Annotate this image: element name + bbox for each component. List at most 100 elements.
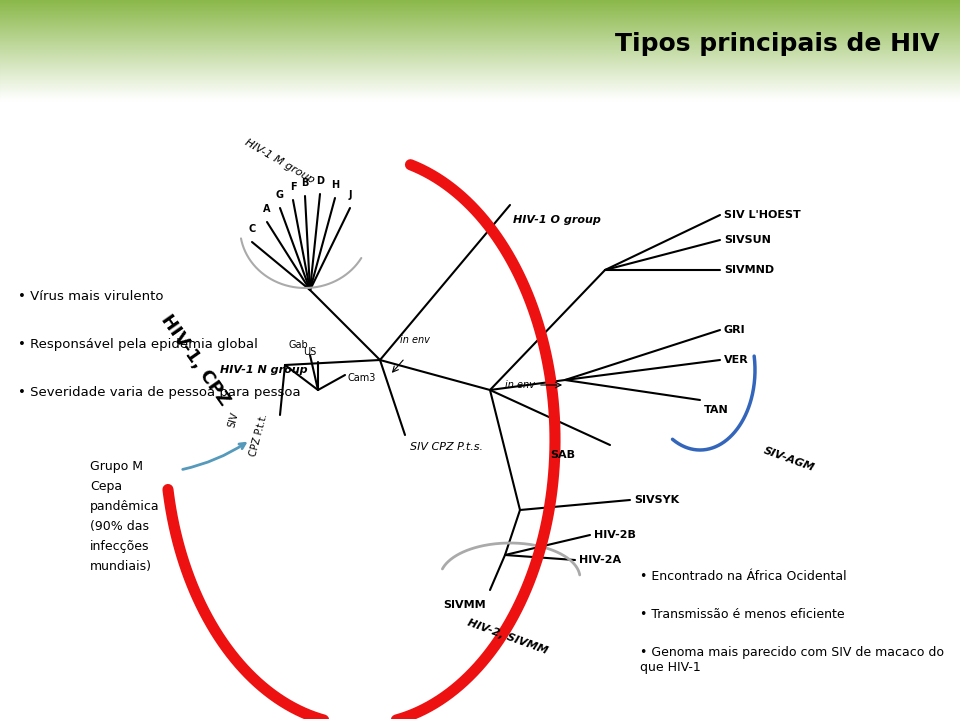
Bar xyxy=(0,96,960,97)
Bar xyxy=(0,83,960,84)
Text: HIV-1, CPZ: HIV-1, CPZ xyxy=(157,311,233,409)
Text: SIVSUN: SIVSUN xyxy=(724,235,771,245)
Text: • Vírus mais virulento: • Vírus mais virulento xyxy=(18,290,163,303)
Bar xyxy=(0,57,960,58)
Text: GRI: GRI xyxy=(724,325,746,335)
Bar xyxy=(0,18,960,19)
Bar xyxy=(0,98,960,99)
Text: TAN: TAN xyxy=(704,405,729,415)
Bar xyxy=(0,22,960,23)
Bar xyxy=(0,3,960,4)
Bar xyxy=(0,48,960,49)
Text: SIV CPZ P.t.s.: SIV CPZ P.t.s. xyxy=(410,442,483,452)
Bar xyxy=(0,66,960,67)
Bar xyxy=(0,62,960,63)
Bar xyxy=(0,31,960,32)
Text: SIVMND: SIVMND xyxy=(724,265,774,275)
Bar xyxy=(0,53,960,54)
Bar xyxy=(0,91,960,92)
Text: in env: in env xyxy=(400,335,430,345)
Bar xyxy=(0,38,960,39)
Bar xyxy=(0,58,960,59)
Bar xyxy=(0,64,960,65)
Bar xyxy=(0,36,960,37)
Bar xyxy=(0,69,960,70)
Bar xyxy=(0,73,960,74)
Text: • Transmissão é menos eficiente: • Transmissão é menos eficiente xyxy=(640,608,845,621)
Bar xyxy=(0,89,960,90)
Bar xyxy=(0,7,960,8)
Bar xyxy=(0,41,960,42)
Text: SIV-AGM: SIV-AGM xyxy=(762,445,816,472)
Bar xyxy=(0,23,960,24)
Bar xyxy=(0,92,960,93)
Text: A: A xyxy=(263,204,271,214)
Bar xyxy=(0,37,960,38)
Text: F: F xyxy=(290,182,297,192)
Text: pandêmica: pandêmica xyxy=(90,500,159,513)
Text: SIVSYK: SIVSYK xyxy=(634,495,679,505)
Bar xyxy=(0,28,960,29)
Bar xyxy=(0,52,960,53)
Bar xyxy=(0,95,960,96)
Bar xyxy=(0,1,960,2)
Bar xyxy=(0,39,960,40)
Text: • Encontrado na África Ocidental: • Encontrado na África Ocidental xyxy=(640,570,847,583)
Bar xyxy=(0,74,960,75)
Bar xyxy=(0,40,960,41)
Bar xyxy=(0,99,960,100)
Bar xyxy=(0,6,960,7)
Bar xyxy=(0,65,960,66)
Bar xyxy=(0,71,960,72)
Text: • Responsável pela epidemia global: • Responsável pela epidemia global xyxy=(18,338,258,351)
Text: (90% das: (90% das xyxy=(90,520,149,533)
Bar xyxy=(0,25,960,26)
Bar xyxy=(0,47,960,48)
Bar xyxy=(0,35,960,36)
Bar xyxy=(0,42,960,43)
Text: infecções: infecções xyxy=(90,540,150,553)
Bar xyxy=(0,24,960,25)
Bar xyxy=(0,12,960,13)
Bar xyxy=(0,5,960,6)
Bar xyxy=(0,9,960,10)
Text: D: D xyxy=(316,176,324,186)
Text: CPZ P.t.t.: CPZ P.t.t. xyxy=(248,413,269,457)
Text: HIV-1 M group: HIV-1 M group xyxy=(244,137,317,185)
Bar xyxy=(0,90,960,91)
Text: US: US xyxy=(302,347,316,357)
Bar xyxy=(0,21,960,22)
Bar xyxy=(0,72,960,73)
Bar xyxy=(0,87,960,88)
Bar xyxy=(0,19,960,20)
Bar xyxy=(0,2,960,3)
Bar xyxy=(0,8,960,9)
Text: Tipos principais de HIV: Tipos principais de HIV xyxy=(615,32,940,56)
Bar xyxy=(0,46,960,47)
Bar xyxy=(0,93,960,94)
Bar xyxy=(0,79,960,80)
Text: SIV: SIV xyxy=(227,411,240,429)
Bar xyxy=(0,60,960,61)
Bar xyxy=(0,63,960,64)
Bar xyxy=(0,94,960,95)
Text: C: C xyxy=(249,224,255,234)
Bar xyxy=(0,88,960,89)
Text: HIV-1 N group: HIV-1 N group xyxy=(220,365,307,375)
Text: SIV L'HOEST: SIV L'HOEST xyxy=(724,210,801,220)
Text: HIV-2, SIVMM: HIV-2, SIVMM xyxy=(467,618,549,656)
Text: VER: VER xyxy=(724,355,749,365)
Bar xyxy=(0,70,960,71)
Bar xyxy=(0,26,960,27)
Text: Cepa: Cepa xyxy=(90,480,122,493)
Bar xyxy=(0,75,960,76)
Text: Grupo M: Grupo M xyxy=(90,460,143,473)
Text: J: J xyxy=(348,190,351,200)
Bar xyxy=(0,80,960,81)
Text: in env: in env xyxy=(505,380,535,390)
Bar xyxy=(0,0,960,1)
Bar xyxy=(0,15,960,16)
Bar xyxy=(0,56,960,57)
Bar xyxy=(0,67,960,68)
Text: SIVMM: SIVMM xyxy=(444,600,486,610)
